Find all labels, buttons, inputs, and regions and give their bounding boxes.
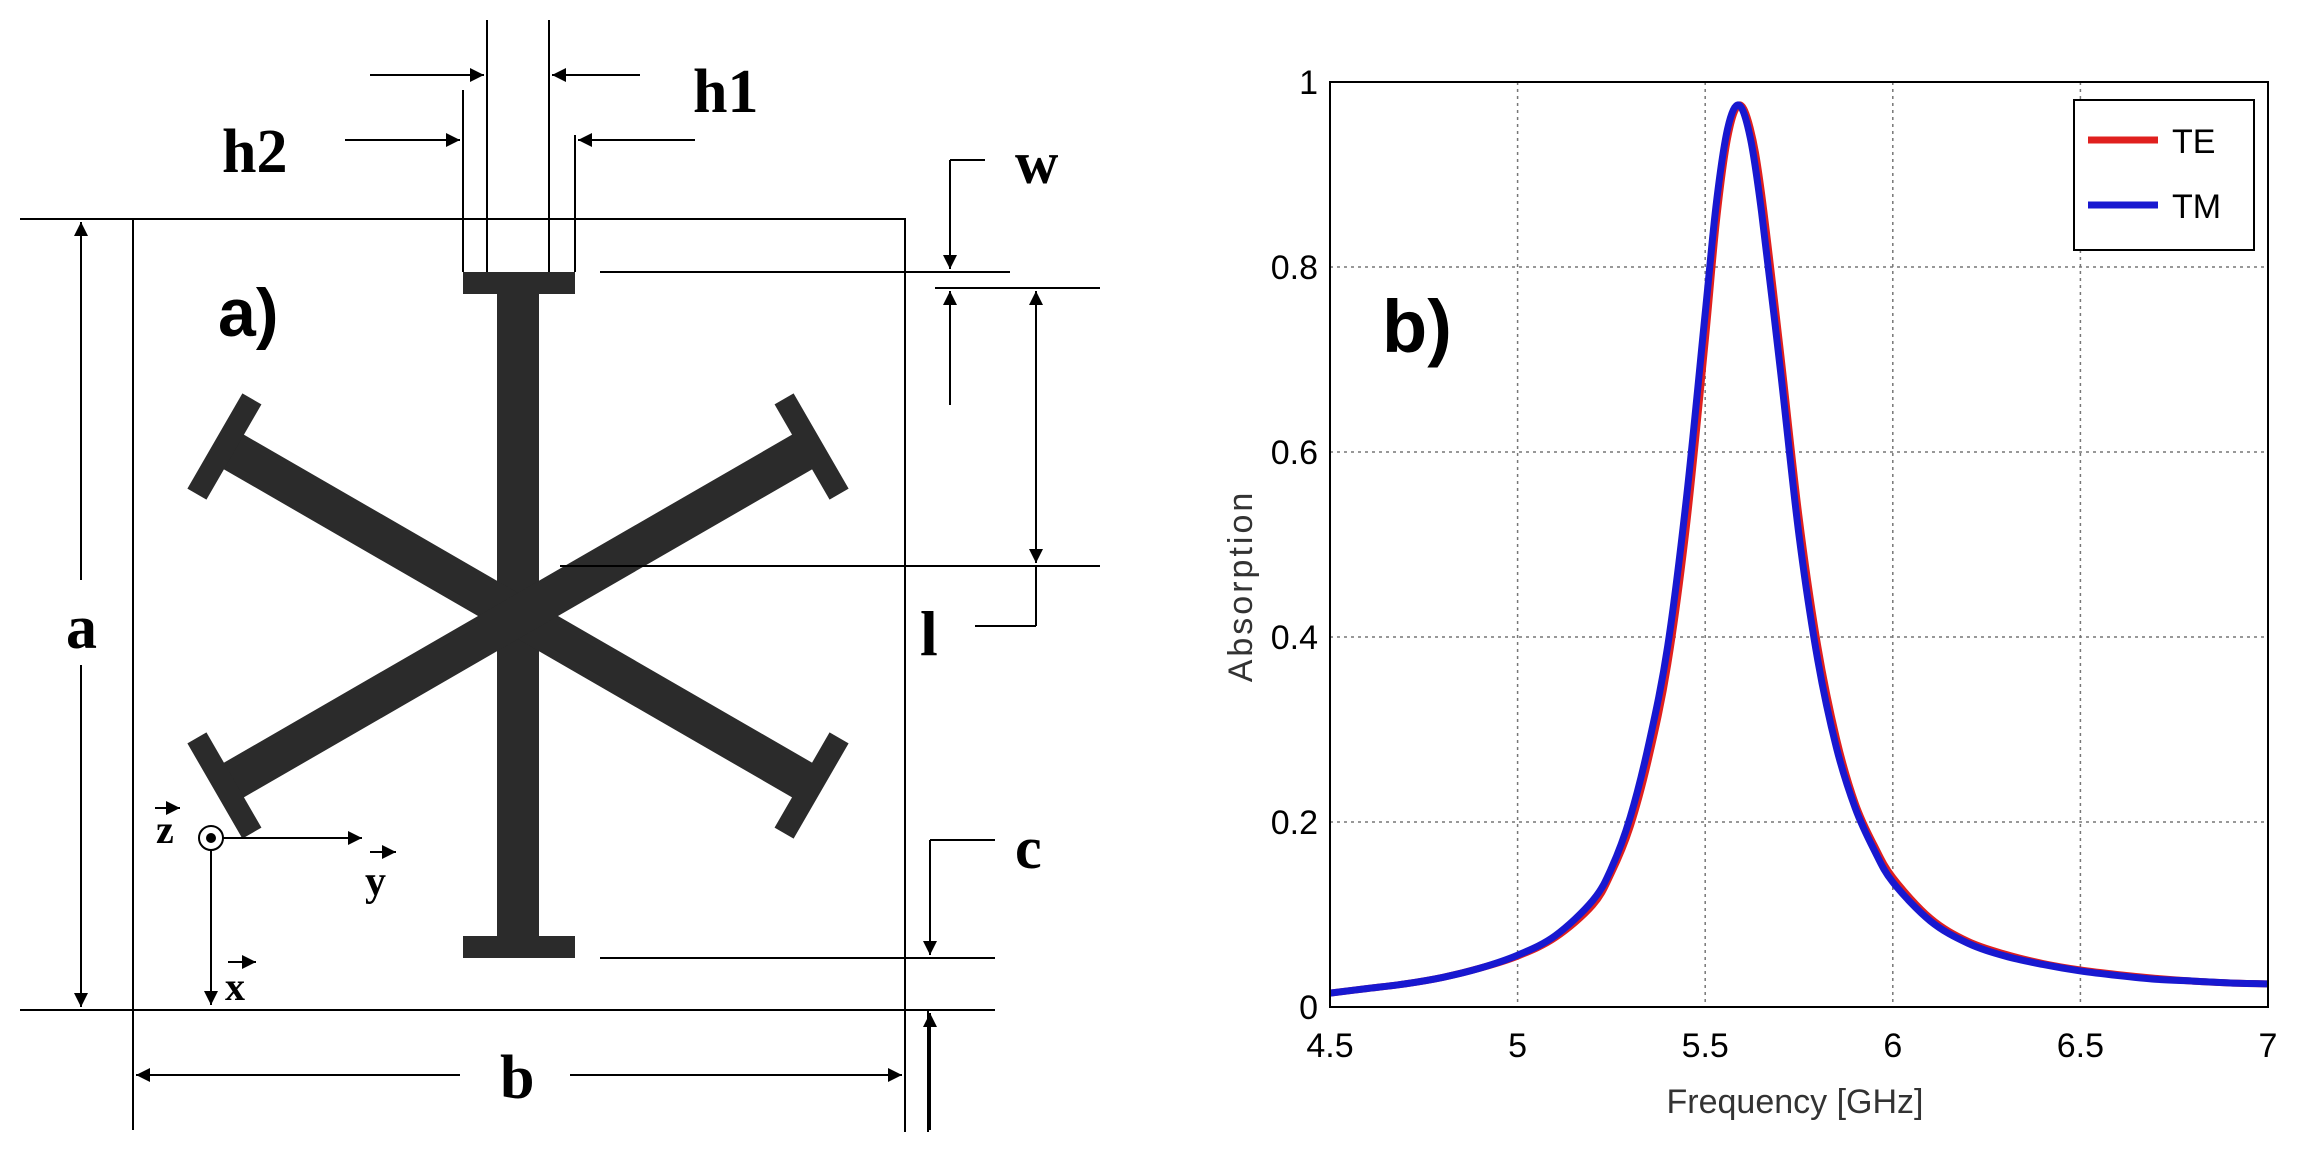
x-tick-label: 5 — [1508, 1027, 1527, 1065]
y-tick-label: 0.6 — [1271, 434, 1318, 472]
x-tick-label: 4.5 — [1306, 1027, 1353, 1065]
panel-a-diagram: a) a b — [20, 20, 1100, 1132]
right-extension-lines — [560, 271, 1100, 1132]
dimension-a-label: a — [66, 594, 97, 662]
axis-z-label: z — [156, 807, 174, 852]
chart-grid — [1330, 82, 2268, 1007]
y-tick-label: 0.2 — [1271, 804, 1318, 842]
chart-ticks: 4.5 5 5.5 6 6.5 7 0 0.2 0.4 0.6 0.8 1 — [1271, 64, 2278, 1065]
panel-a-label: a) — [218, 275, 278, 351]
panel-b-chart: 4.5 5 5.5 6 6.5 7 0 0.2 0.4 0.6 0.8 1 Frequency [GH… — [1222, 64, 2277, 1121]
legend-label-tm: TM — [2172, 188, 2221, 226]
coordinate-axes — [155, 801, 396, 1005]
chart-series-layer — [1329, 101, 2269, 997]
y-tick-label: 0 — [1299, 989, 1318, 1027]
dimension-h2-label: h2 — [222, 118, 287, 186]
x-tick-label: 7 — [2259, 1027, 2278, 1065]
y-tick-label: 0.8 — [1271, 249, 1318, 287]
star-resonator — [187, 272, 849, 958]
unit-cell-outline — [132, 218, 906, 1011]
chart-ylabel: Absorption — [1222, 490, 1260, 683]
dimension-l-label: l — [920, 598, 938, 669]
panel-b-label: b) — [1382, 285, 1452, 368]
legend-label-te: TE — [2172, 123, 2215, 161]
dimension-c-label: c — [1015, 815, 1042, 881]
chart-plot-area — [1329, 81, 2269, 1008]
dimension-h — [345, 20, 695, 272]
dimension-h1-label: h1 — [693, 58, 758, 126]
dimension-w-label: w — [1015, 130, 1059, 196]
dimension-b-label: b — [500, 1044, 534, 1112]
dimension-w — [943, 159, 985, 405]
y-tick-label: 1 — [1299, 64, 1318, 102]
chart-xlabel: Frequency [GHz] — [1667, 1083, 1924, 1121]
dimension-a — [20, 218, 133, 1011]
x-tick-label: 6 — [1883, 1027, 1902, 1065]
x-tick-label: 6.5 — [2057, 1027, 2104, 1065]
x-tick-label: 5.5 — [1682, 1027, 1729, 1065]
series-line-tm — [1329, 101, 2269, 997]
axis-x-label: x — [225, 964, 245, 1009]
chart-legend: TE TM — [2073, 99, 2255, 251]
axis-y-label: y — [365, 859, 386, 905]
dimension-l — [975, 291, 1043, 627]
y-tick-label: 0.4 — [1271, 619, 1318, 657]
dimension-c — [923, 839, 995, 1130]
legend-box — [2073, 99, 2255, 251]
